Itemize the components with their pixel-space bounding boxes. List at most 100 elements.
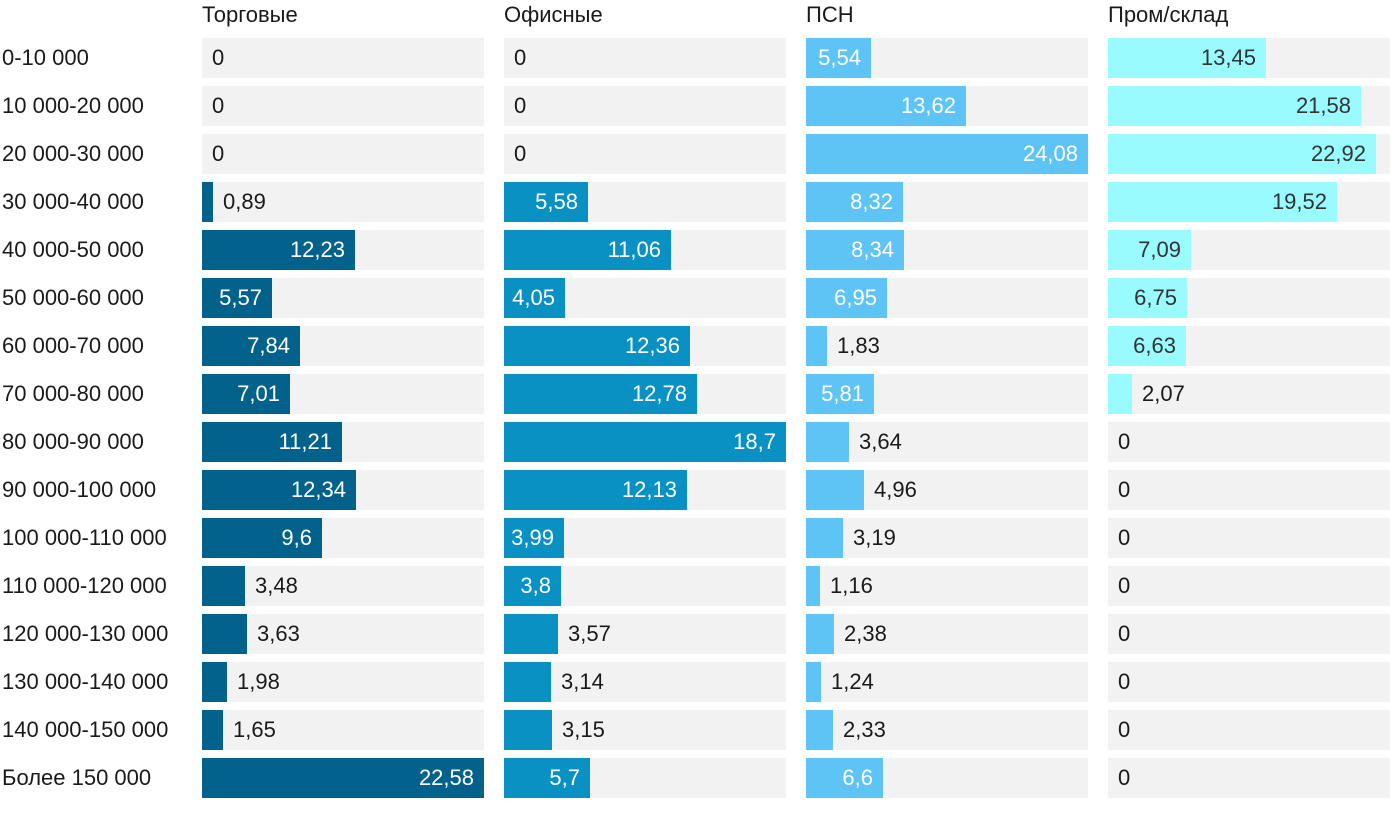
data-label: 1,83 [837,333,880,358]
bar [202,470,356,510]
bar [1108,230,1191,270]
bar-track: 2,33 [806,710,1088,750]
data-label: 18,7 [733,429,776,454]
bar [1108,134,1376,174]
bar-track: 6,63 [1108,326,1390,366]
bar-track: 6,95 [806,278,1088,318]
bar-track: 0 [504,38,786,78]
bar [504,470,687,510]
category-label: Более 150 000 [2,765,152,790]
data-label: 0 [212,93,225,118]
data-label: 12,78 [631,381,687,406]
bar [202,710,223,750]
data-label: 6,63 [1133,333,1176,358]
data-label: 1,98 [237,669,280,694]
bar-track: 1,83 [806,326,1088,366]
category-label: 90 000-100 000 [2,477,157,502]
bar [202,662,227,702]
bar [1108,278,1187,318]
data-label: 3,64 [859,429,902,454]
bar-track: 0 [504,86,786,126]
bar-track: 0 [1108,758,1390,798]
data-label: 12,13 [621,477,677,502]
data-label: 0 [212,45,225,70]
bar-track: 5,81 [806,374,1088,414]
data-label: 9,6 [281,525,312,550]
bar [806,422,849,462]
category-label: 60 000-70 000 [2,333,144,358]
bar [202,326,300,366]
bar-track: 2,38 [806,614,1088,654]
bar-track: 1,98 [202,662,484,702]
data-label: 0 [1118,429,1131,454]
category-label: 110 000-120 000 [2,573,167,598]
data-label: 6,75 [1134,285,1177,310]
bar-track: 5,57 [202,278,484,318]
data-label: 0,89 [223,189,266,214]
data-label: 1,65 [233,717,276,742]
bar-track: 4,96 [806,470,1088,510]
category-label: 80 000-90 000 [2,429,144,454]
data-label: 12,34 [290,477,346,502]
bar-track: 0 [1108,614,1390,654]
bar-track: 0 [1108,422,1390,462]
data-label: 0 [514,93,527,118]
data-label: 0 [1118,717,1131,742]
bar-track: 1,65 [202,710,484,750]
data-label: 0 [1118,573,1131,598]
data-label: 19,52 [1271,189,1327,214]
data-label: 6,95 [834,285,877,310]
bar-track: 24,08 [806,134,1088,174]
bar [504,182,588,222]
category-label: 0-10 000 [2,45,89,70]
bar [806,374,874,414]
bar-track: 12,13 [504,470,786,510]
bar [1108,86,1361,126]
data-label: 0 [1118,525,1131,550]
bar-track: 0 [202,134,484,174]
bar [504,662,551,702]
bar [202,566,245,606]
bar [806,470,864,510]
bar-track: 9,6 [202,518,484,558]
data-label: 5,81 [821,381,864,406]
bar [806,518,843,558]
bar-track: 3,15 [504,710,786,750]
bar-track: 0 [1108,710,1390,750]
bar [504,566,561,606]
bar-track: 0 [1108,518,1390,558]
bar [806,614,834,654]
data-label: 21,58 [1295,93,1351,118]
bar-track: 0 [202,86,484,126]
data-label: 5,58 [535,189,578,214]
bar-track: 7,09 [1108,230,1390,270]
bar-track: 3,8 [504,566,786,606]
data-label: 6,6 [842,765,873,790]
bar-track: 0,89 [202,182,484,222]
data-label: 13,62 [900,93,956,118]
bar [806,134,1088,174]
bar [806,710,833,750]
bar [202,422,342,462]
data-label: 3,63 [257,621,300,646]
data-label: 22,92 [1310,141,1366,166]
bar [806,566,820,606]
data-label: 7,09 [1138,237,1181,262]
bar [504,614,558,654]
data-label: 22,58 [418,765,474,790]
bar [806,86,966,126]
bar-track: 7,84 [202,326,484,366]
category-label: 130 000-140 000 [2,669,169,694]
data-label: 5,57 [219,285,262,310]
bar-track: 0 [1108,470,1390,510]
category-label: 50 000-60 000 [2,285,144,310]
bar [202,518,322,558]
data-label: 3,15 [562,717,605,742]
data-label: 12,23 [289,237,345,262]
bar-track: 1,24 [806,662,1088,702]
bar [806,326,827,366]
bar-track: 6,6 [806,758,1088,798]
bar-track: 22,58 [202,758,484,798]
data-label: 4,05 [512,285,555,310]
data-label: 12,36 [624,333,680,358]
